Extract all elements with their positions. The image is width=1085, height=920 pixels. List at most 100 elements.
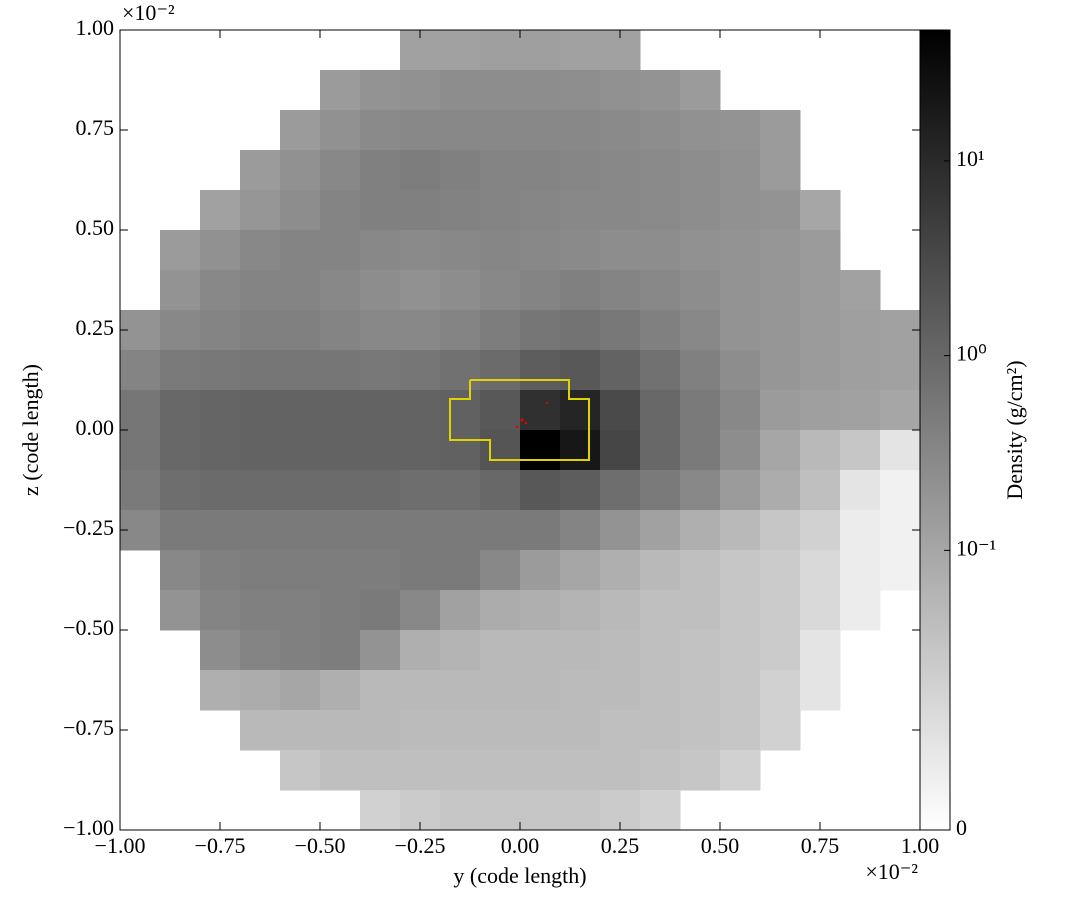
cell xyxy=(520,430,561,471)
particle xyxy=(546,402,548,404)
cell xyxy=(560,510,601,551)
cell xyxy=(160,310,201,351)
cell xyxy=(200,310,241,351)
cell xyxy=(400,310,441,351)
cell xyxy=(400,110,441,151)
cell xyxy=(320,630,361,671)
cell xyxy=(800,390,841,431)
cell xyxy=(720,430,761,471)
cell xyxy=(320,310,361,351)
cell xyxy=(280,390,321,431)
cell xyxy=(640,310,681,351)
cell xyxy=(800,270,841,311)
cell xyxy=(680,150,721,191)
cell xyxy=(360,750,401,791)
cell xyxy=(440,70,481,111)
cell xyxy=(760,350,801,391)
cell xyxy=(440,710,481,751)
cell xyxy=(440,470,481,511)
cell xyxy=(320,350,361,391)
cell xyxy=(840,430,881,471)
y-tick-label: 0.75 xyxy=(76,115,115,140)
cell xyxy=(160,510,201,551)
cell xyxy=(800,230,841,271)
cell xyxy=(720,670,761,711)
cell xyxy=(640,270,681,311)
cell xyxy=(200,670,241,711)
cell xyxy=(600,350,641,391)
cell xyxy=(560,350,601,391)
cell xyxy=(240,270,281,311)
cell xyxy=(120,390,161,431)
cell xyxy=(720,470,761,511)
cell xyxy=(760,710,801,751)
y-tick-label: 0.50 xyxy=(76,215,115,240)
cell xyxy=(200,470,241,511)
cell xyxy=(760,390,801,431)
cell xyxy=(760,590,801,631)
cell xyxy=(640,430,681,471)
cell xyxy=(280,350,321,391)
cell xyxy=(160,350,201,391)
cell xyxy=(520,150,561,191)
cell xyxy=(840,390,881,431)
cell xyxy=(280,430,321,471)
cell xyxy=(760,190,801,231)
y-tick-label: −0.25 xyxy=(63,515,114,540)
cell xyxy=(640,550,681,591)
cell xyxy=(600,190,641,231)
cell xyxy=(520,390,561,431)
cell xyxy=(800,590,841,631)
cell xyxy=(360,550,401,591)
cell xyxy=(600,70,641,111)
cell xyxy=(680,270,721,311)
cell xyxy=(160,470,201,511)
cell xyxy=(640,630,681,671)
cell xyxy=(440,150,481,191)
cell xyxy=(200,510,241,551)
cell xyxy=(680,430,721,471)
cell xyxy=(480,510,521,551)
cell xyxy=(720,110,761,151)
cell xyxy=(240,350,281,391)
cell xyxy=(840,590,881,631)
cell xyxy=(120,470,161,511)
cell xyxy=(520,790,561,831)
cell xyxy=(640,150,681,191)
cell xyxy=(880,470,921,511)
cell xyxy=(160,270,201,311)
cell xyxy=(160,230,201,271)
cell xyxy=(400,70,441,111)
y-tick-label: 1.00 xyxy=(76,15,115,40)
cell xyxy=(400,670,441,711)
cell xyxy=(520,70,561,111)
cell xyxy=(440,310,481,351)
cell xyxy=(680,70,721,111)
cell xyxy=(440,750,481,791)
cell xyxy=(280,590,321,631)
particle xyxy=(524,421,528,425)
cell xyxy=(760,550,801,591)
colorbar-tick-label: 10⁻¹ xyxy=(956,535,996,560)
cell xyxy=(480,310,521,351)
cell xyxy=(640,110,681,151)
cell xyxy=(280,270,321,311)
cell xyxy=(680,550,721,591)
cell xyxy=(520,710,561,751)
cell xyxy=(640,510,681,551)
cell xyxy=(720,190,761,231)
cell xyxy=(560,70,601,111)
cell xyxy=(200,270,241,311)
cell xyxy=(400,630,441,671)
cell xyxy=(680,590,721,631)
cell xyxy=(800,550,841,591)
x-tick-label: −0.25 xyxy=(395,833,446,858)
cell xyxy=(720,150,761,191)
cell xyxy=(240,430,281,471)
cell xyxy=(240,670,281,711)
cell xyxy=(480,710,521,751)
cell xyxy=(240,150,281,191)
cell xyxy=(360,390,401,431)
cell xyxy=(640,590,681,631)
cell xyxy=(840,350,881,391)
